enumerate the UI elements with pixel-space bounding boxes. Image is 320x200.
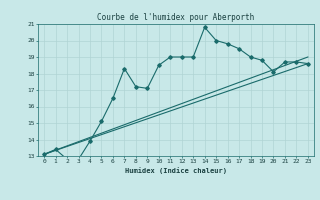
X-axis label: Humidex (Indice chaleur): Humidex (Indice chaleur) bbox=[125, 167, 227, 174]
Title: Courbe de l'humidex pour Aberporth: Courbe de l'humidex pour Aberporth bbox=[97, 13, 255, 22]
